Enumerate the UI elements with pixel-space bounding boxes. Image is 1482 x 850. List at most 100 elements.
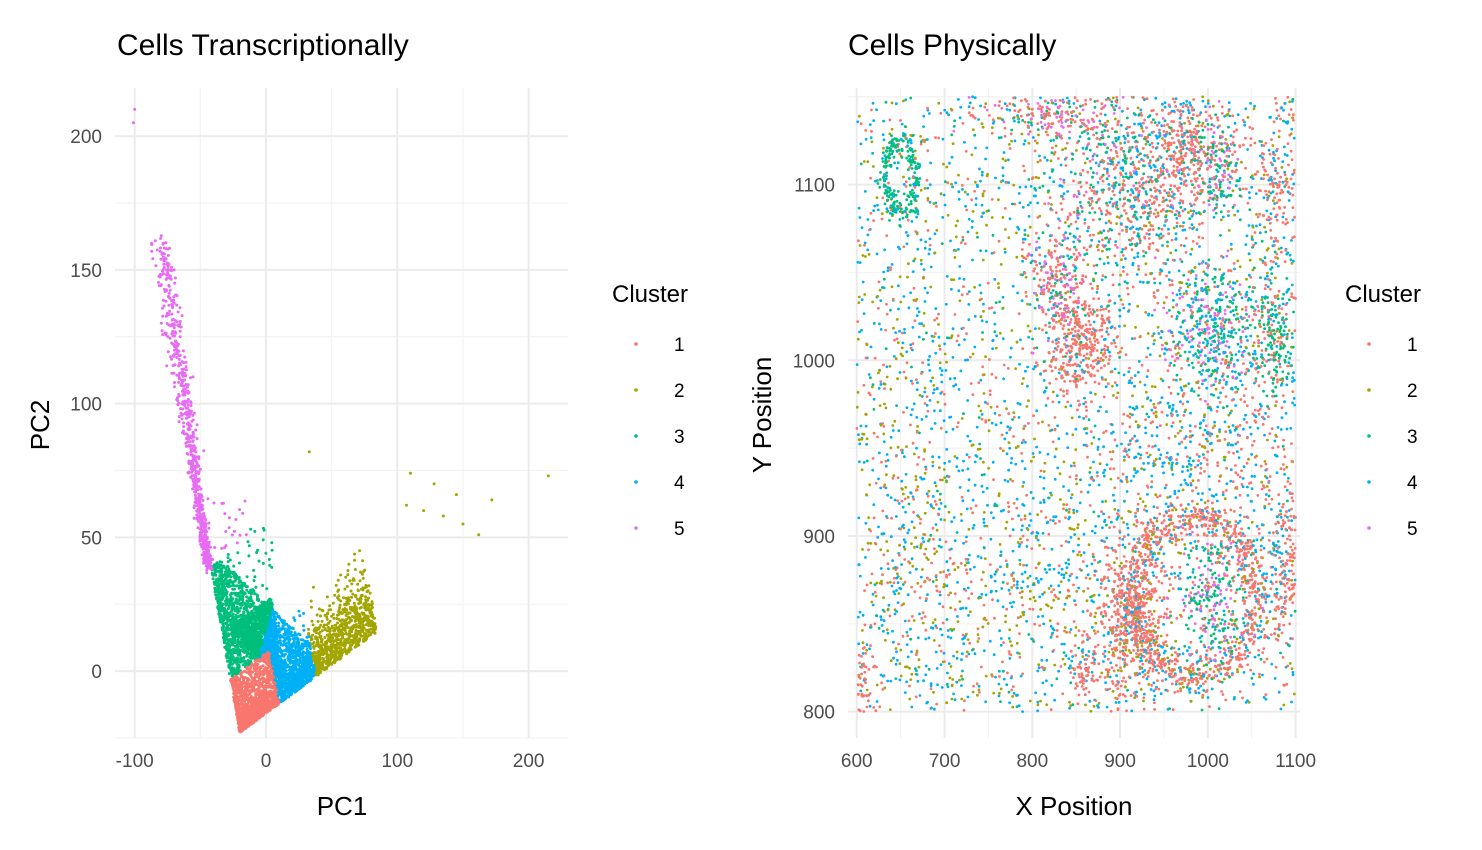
left-point-cluster-2 [328,654,331,657]
left-point-cluster-2 [321,629,324,632]
left-point-cluster-3 [227,575,230,578]
left-point-cluster-4 [289,648,292,651]
left-point-cluster-4 [279,634,282,637]
left-point-cluster-3 [229,611,232,614]
left-point-cluster-4 [297,649,300,652]
left-point-cluster-2 [335,639,338,642]
left-point-cluster-1 [245,682,248,685]
left-point-cluster-4 [276,641,279,644]
left-point-cluster-4 [288,660,291,663]
left-point-cluster-3 [230,592,233,595]
left-point-cluster-2 [372,626,375,629]
left-point-cluster-2 [373,617,376,620]
left-point-cluster-3 [230,629,233,632]
left-point-cluster-1 [259,673,262,676]
left-point-cluster-4 [273,625,276,628]
left-point-cluster-2 [339,574,342,577]
left-point-cluster-3 [222,574,225,577]
left-point-cluster-4 [275,665,278,668]
left-point-cluster-4 [302,624,305,627]
left-point-cluster-2 [338,642,341,645]
left-point-cluster-3 [212,577,215,580]
left-point-cluster-3 [238,654,241,657]
left-point-cluster-2 [368,609,371,612]
left-point-cluster-2 [318,670,321,673]
left-point-cluster-2 [372,631,375,634]
left-point-cluster-4 [293,619,296,622]
left-point-cluster-2 [346,585,349,588]
left-point-cluster-4 [298,671,301,674]
left-point-cluster-2 [368,604,371,607]
left-point-cluster-3 [241,595,244,598]
left-point-cluster-3 [227,556,230,559]
left-point-cluster-4 [291,669,294,672]
left-point-cluster-3 [238,562,241,565]
left-point-cluster-3 [256,609,259,612]
left-point-cluster-4 [297,681,300,684]
chart-title-left: Cells Transcriptionally [117,29,409,62]
left-point-cluster-1 [233,684,236,687]
left-point-cluster-3 [219,606,222,609]
left-point-cluster-2 [343,643,346,646]
left-point-cluster-3 [228,646,231,649]
left-point-cluster-4 [286,627,289,630]
left-point-cluster-2 [358,607,361,610]
left-point-cluster-1 [234,693,237,696]
left-point-cluster-2 [354,639,357,642]
left-point-cluster-3 [245,589,248,592]
left-point-cluster-3 [237,599,240,602]
left-point-cluster-2 [337,579,340,582]
left-point-cluster-4 [310,661,313,664]
left-point-cluster-3 [255,633,258,636]
left-point-cluster-4 [264,644,267,647]
left-point-cluster-2 [332,633,335,636]
left-point-cluster-2 [339,647,342,650]
left-point-cluster-3 [230,575,233,578]
left-point-cluster-3 [253,592,256,595]
left-point-cluster-4 [286,650,289,653]
left-point-cluster-3 [232,619,235,622]
left-point-cluster-3 [235,609,238,612]
left-point-cluster-2 [369,611,372,614]
left-point-cluster-2 [312,647,315,650]
left-point-cluster-3 [231,674,234,677]
left-point-cluster-4 [284,664,287,667]
left-point-cluster-3 [247,611,250,614]
left-point-cluster-1 [256,703,259,706]
left-point-cluster-2 [370,607,373,610]
left-point-cluster-3 [238,666,241,669]
left-point-cluster-3 [229,579,232,582]
left-point-cluster-1 [253,663,256,666]
left-point-cluster-4 [269,631,272,634]
left-point-cluster-2 [338,606,341,609]
left-point-cluster-3 [232,669,235,672]
left-point-cluster-4 [277,625,280,628]
left-point-cluster-4 [279,682,282,685]
left-point-cluster-3 [233,623,236,626]
left-point-cluster-3 [256,594,259,597]
left-point-cluster-4 [276,615,279,618]
left-point-cluster-2 [353,602,356,605]
left-point-cluster-1 [267,681,270,684]
left-point-cluster-2 [335,647,338,650]
left-point-cluster-1 [256,663,259,666]
left-point-cluster-2 [337,634,340,637]
left-point-cluster-3 [249,633,252,636]
left-point-cluster-3 [227,607,230,610]
left-point-cluster-4 [283,649,286,652]
left-point-cluster-2 [327,662,330,665]
left-point-cluster-1 [261,710,264,713]
left-point-cluster-3 [213,587,216,590]
left-point-cluster-1 [256,699,259,702]
left-point-cluster-3 [220,615,223,618]
left-point-cluster-4 [264,633,267,636]
left-point-cluster-2 [314,660,317,663]
left-point-cluster-2 [331,645,334,648]
left-point-cluster-3 [231,634,234,637]
left-point-cluster-1 [251,671,254,674]
left-point-cluster-3 [238,635,241,638]
left-point-cluster-3 [228,667,231,670]
left-point-cluster-4 [293,661,296,664]
left-point-cluster-2 [315,644,318,647]
left-point-cluster-3 [225,604,228,607]
